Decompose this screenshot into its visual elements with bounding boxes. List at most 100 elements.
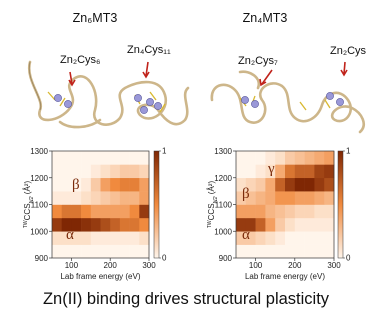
heat-cell — [256, 164, 266, 178]
heat-cell — [110, 218, 120, 232]
heat-cell — [62, 191, 72, 205]
colorbar — [154, 151, 159, 258]
heat-cell — [110, 205, 120, 219]
heat-cell — [305, 231, 315, 245]
heat-cell — [139, 245, 149, 259]
heat-cell — [305, 191, 315, 205]
heat-cell — [81, 231, 91, 245]
heat-cell — [275, 231, 285, 245]
heat-cell — [120, 231, 130, 245]
band-label: α — [66, 227, 74, 243]
heat-cell — [256, 178, 266, 192]
heat-cell — [324, 218, 334, 232]
heatmap — [236, 151, 334, 258]
heat-cell — [62, 245, 72, 259]
heat-cell — [275, 178, 285, 192]
heat-cell — [246, 164, 256, 178]
heat-cell — [130, 231, 140, 245]
heat-cell — [52, 205, 62, 219]
heat-cell — [305, 245, 315, 259]
heat-cell — [110, 178, 120, 192]
heat-cell — [130, 218, 140, 232]
heat-cell — [130, 245, 140, 259]
heat-cell — [265, 205, 275, 219]
heat-cell — [71, 151, 81, 165]
y-label-sub: N2 — [213, 196, 219, 203]
heat-cell — [110, 164, 120, 178]
heat-cell — [91, 218, 101, 232]
heat-cell — [81, 178, 91, 192]
heat-cell — [91, 164, 101, 178]
heat-cell — [81, 245, 91, 259]
heat-cell — [324, 191, 334, 205]
heat-cell — [91, 231, 101, 245]
heat-cell — [130, 178, 140, 192]
heat-cell — [52, 151, 62, 165]
heat-cell — [265, 218, 275, 232]
heat-cell — [305, 151, 315, 165]
heat-cell — [120, 245, 130, 259]
y-label-sub: N2 — [29, 196, 35, 203]
heat-cell — [295, 205, 305, 219]
structure-right — [212, 62, 364, 132]
band-label: β — [72, 177, 80, 193]
heat-cell — [265, 231, 275, 245]
heat-cell — [81, 164, 91, 178]
heat-cell — [256, 231, 266, 245]
caption: Zn(II) binding drives structural plastic… — [43, 290, 330, 308]
heat-cell — [130, 164, 140, 178]
heat-cell — [314, 205, 324, 219]
heat-cell — [52, 164, 62, 178]
heat-cell — [120, 191, 130, 205]
heat-cell — [295, 245, 305, 259]
heat-cell — [295, 151, 305, 165]
heat-cell — [71, 245, 81, 259]
y-label-main: CCS — [207, 203, 216, 220]
heat-cell — [305, 218, 315, 232]
heat-cell — [62, 178, 72, 192]
heat-cell — [110, 231, 120, 245]
heat-cell — [130, 191, 140, 205]
heat-cell — [101, 164, 111, 178]
heat-cell — [91, 205, 101, 219]
heat-cell — [285, 205, 295, 219]
heat-cell — [236, 245, 246, 259]
heat-cell — [236, 151, 246, 165]
colorbar-tick-label: 1 — [162, 147, 167, 156]
heat-cell — [52, 191, 62, 205]
heat-cell — [324, 231, 334, 245]
heat-cell — [314, 164, 324, 178]
heat-cell — [295, 178, 305, 192]
heat-cell — [256, 191, 266, 205]
heat-cell — [246, 151, 256, 165]
heat-cell — [101, 178, 111, 192]
y-label-main: CCS — [23, 203, 32, 220]
heat-cell — [81, 218, 91, 232]
heat-cell — [62, 205, 72, 219]
heat-cell — [314, 151, 324, 165]
x-tick-label: 300 — [327, 261, 341, 270]
y-tick-label: 900 — [35, 254, 49, 263]
heat-cell — [324, 245, 334, 259]
heat-cell — [285, 191, 295, 205]
heat-cell — [236, 205, 246, 219]
heat-cell — [265, 178, 275, 192]
heat-cell — [285, 231, 295, 245]
heat-cell — [275, 151, 285, 165]
heat-cell — [62, 164, 72, 178]
heat-cell — [314, 178, 324, 192]
heat-cell — [305, 205, 315, 219]
heat-cell — [295, 231, 305, 245]
heat-cell — [295, 191, 305, 205]
heat-cell — [285, 245, 295, 259]
y-tick-label: 1300 — [30, 147, 48, 156]
structure-left — [29, 62, 188, 127]
heat-cell — [139, 191, 149, 205]
x-tick-label: 100 — [249, 261, 263, 270]
heat-cell — [81, 205, 91, 219]
y-axis-label: TWCCSN2 (Å²) — [207, 181, 219, 229]
heat-cell — [265, 191, 275, 205]
heat-cell — [120, 218, 130, 232]
heat-cell — [285, 164, 295, 178]
heat-cell — [314, 231, 324, 245]
